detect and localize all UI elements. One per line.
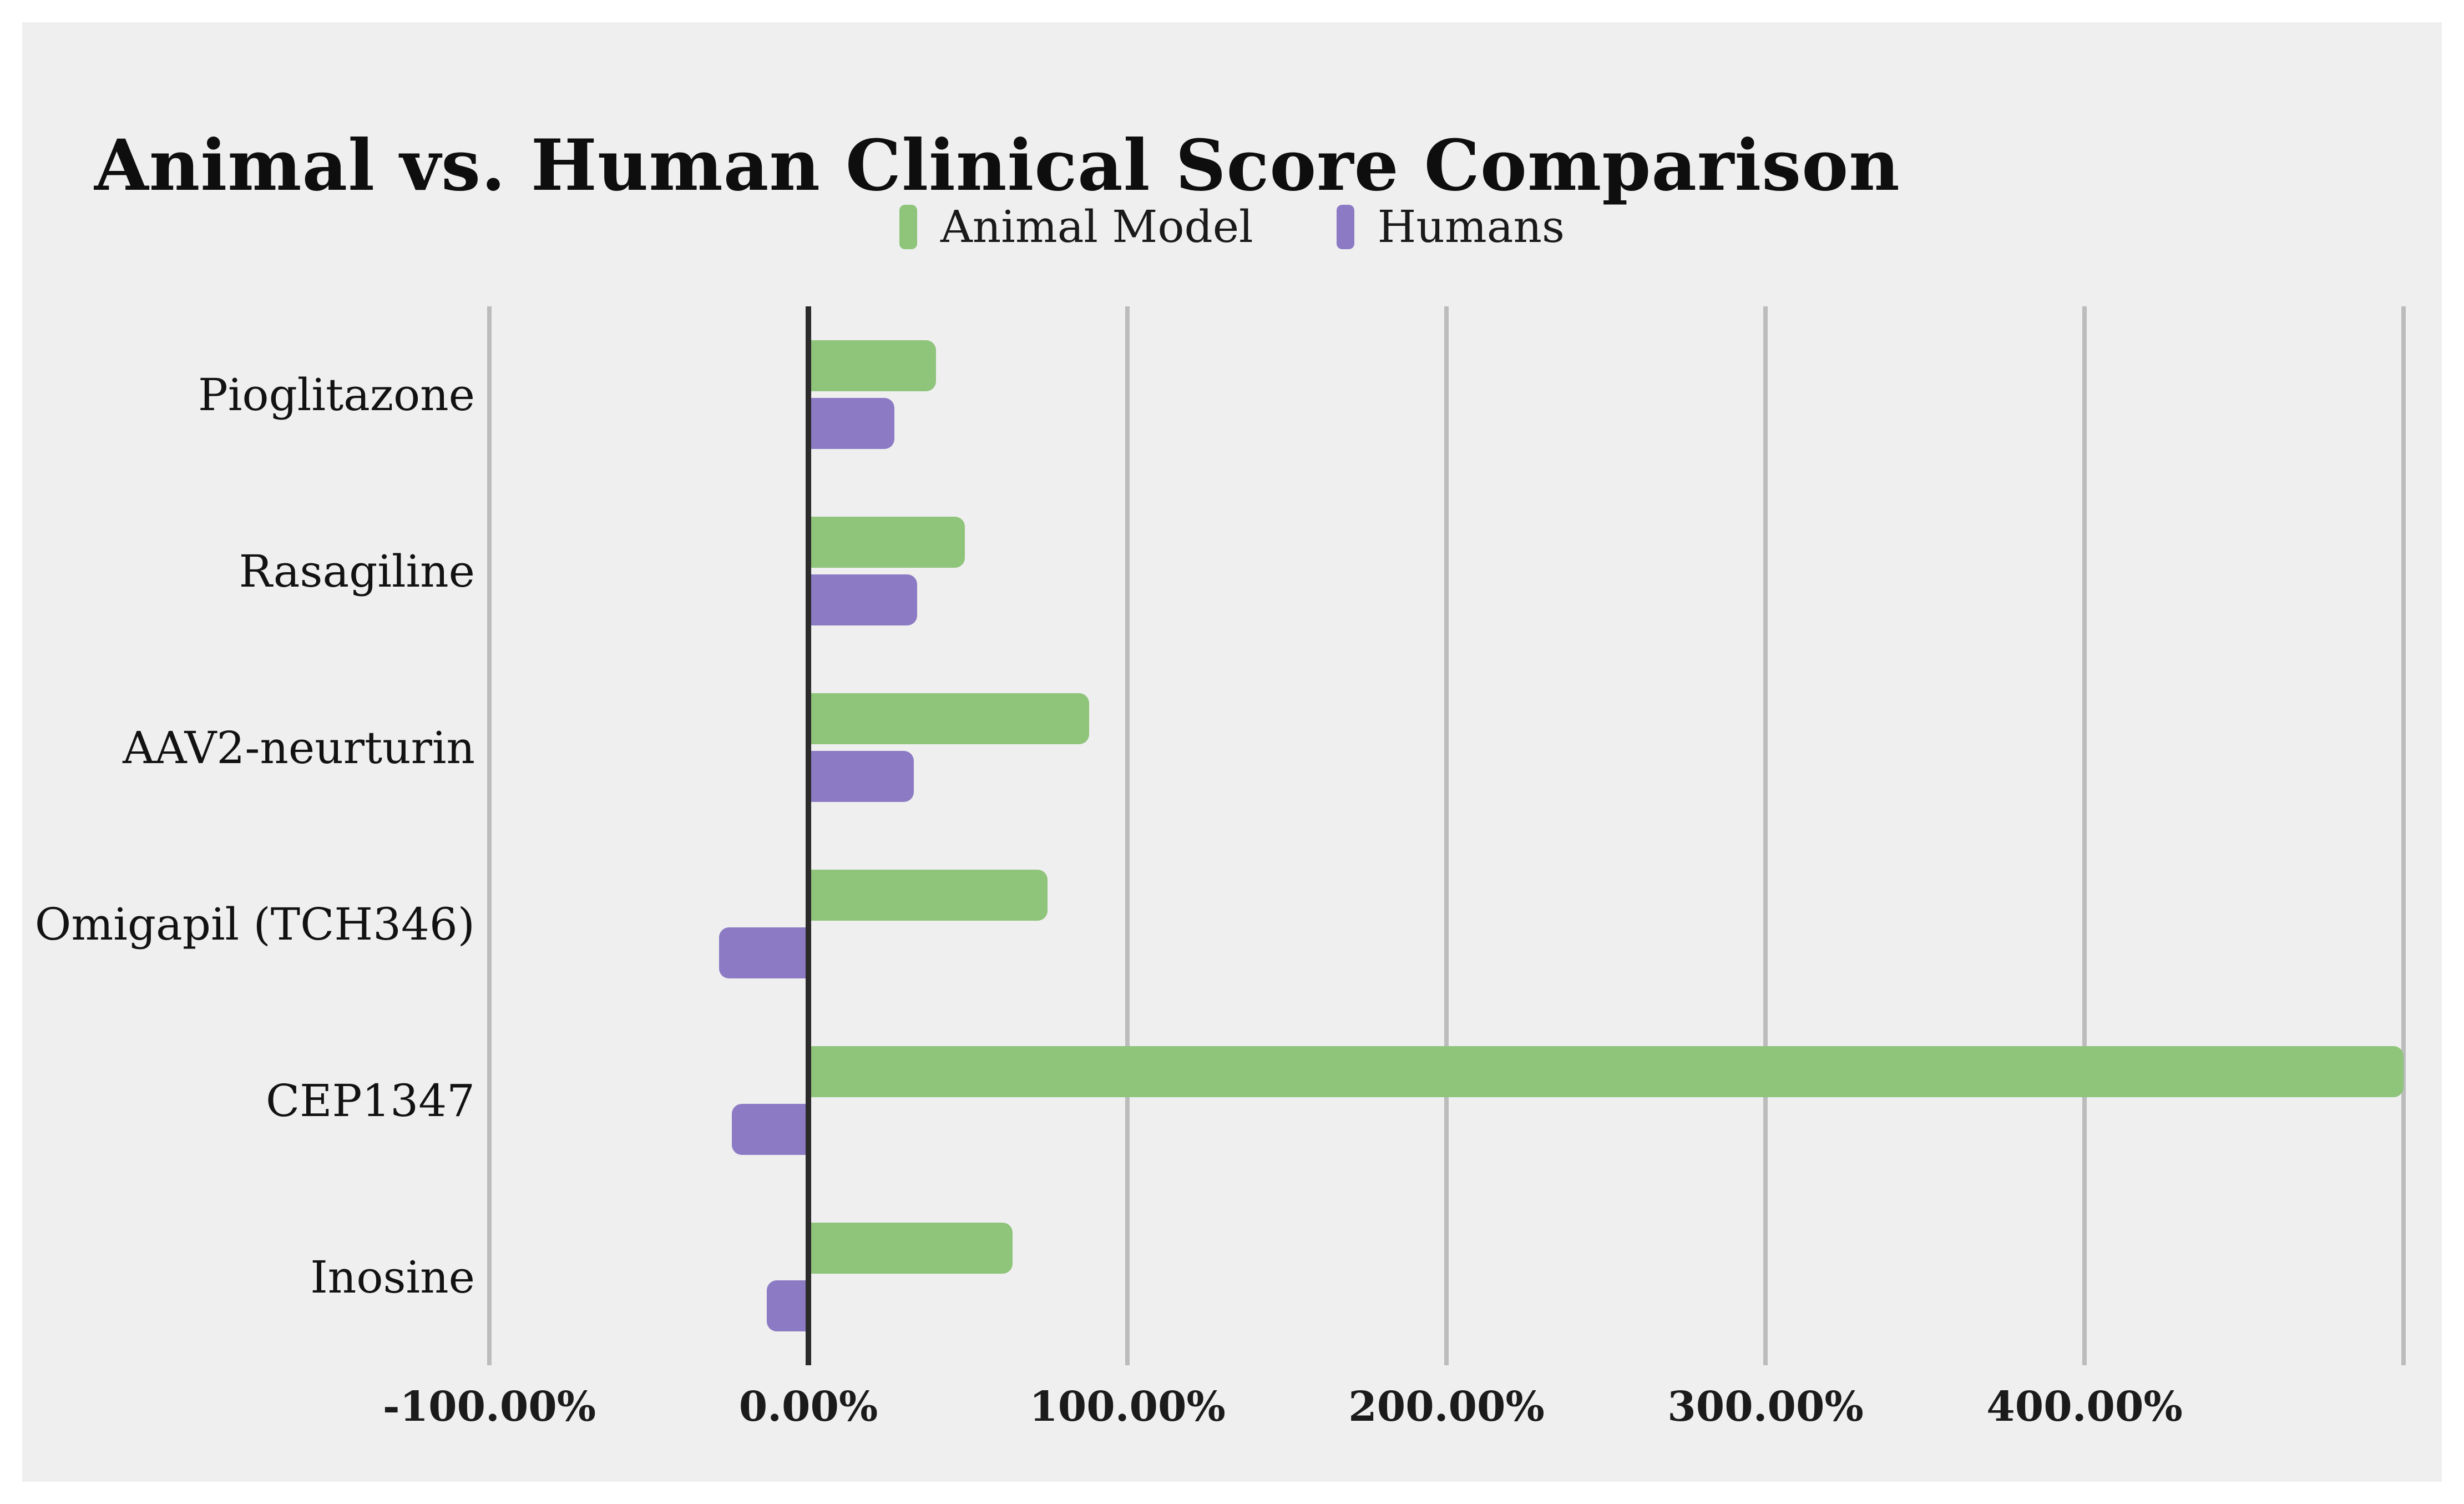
x-tick-label-0: 0.00%	[738, 1383, 878, 1431]
bar-animal-model-cep1347	[808, 1046, 2404, 1097]
category-label-pioglitazone: Pioglitazone	[198, 369, 475, 421]
bar-humans-aav2-neurturin	[808, 751, 914, 802]
bar-animal-model-rasagiline	[808, 517, 965, 568]
legend: Animal Model Humans	[0, 201, 2464, 253]
x-tick-label--100: -100.00%	[382, 1383, 596, 1431]
bar-humans-pioglitazone	[808, 398, 895, 449]
humans-swatch-icon	[1336, 204, 1354, 249]
x-tick-label-400: 400.00%	[1986, 1383, 2183, 1431]
grid-line-400	[2082, 306, 2087, 1365]
category-label-inosine: Inosine	[310, 1251, 475, 1303]
legend-label-animal-model: Animal Model	[940, 201, 1253, 253]
grid-line--100	[487, 306, 492, 1365]
chart-title: Animal vs. Human Clinical Score Comparis…	[94, 124, 1900, 207]
grid-line-100	[1125, 306, 1130, 1365]
chart-panel	[22, 22, 2442, 1482]
category-label-aav2-neurturin: AAV2-neurturin	[123, 721, 475, 774]
bar-animal-model-omigapil-tch346	[808, 870, 1048, 921]
grid-line-300	[1763, 306, 1768, 1365]
zero-axis-line	[806, 306, 811, 1365]
x-tick-label-300: 300.00%	[1667, 1383, 1864, 1431]
category-label-cep1347: CEP1347	[265, 1074, 475, 1127]
bar-animal-model-pioglitazone	[808, 340, 936, 391]
bar-animal-model-inosine	[808, 1223, 1013, 1274]
category-label-omigapil-tch346: Omigapil (TCH346)	[34, 898, 475, 950]
category-label-rasagiline: Rasagiline	[239, 545, 475, 597]
legend-item-animal-model: Animal Model	[899, 201, 1253, 253]
bar-humans-rasagiline	[808, 574, 917, 625]
x-tick-label-200: 200.00%	[1348, 1383, 1545, 1431]
legend-label-humans: Humans	[1377, 201, 1565, 253]
grid-line-500	[2401, 306, 2406, 1365]
bar-humans-inosine	[767, 1280, 808, 1331]
bar-humans-omigapil-tch346	[719, 927, 808, 978]
x-tick-label-100: 100.00%	[1029, 1383, 1226, 1431]
legend-item-humans: Humans	[1336, 201, 1565, 253]
grid-line-200	[1444, 306, 1449, 1365]
bar-animal-model-aav2-neurturin	[808, 693, 1089, 744]
animal-model-swatch-icon	[899, 204, 917, 249]
bar-humans-cep1347	[732, 1104, 808, 1155]
